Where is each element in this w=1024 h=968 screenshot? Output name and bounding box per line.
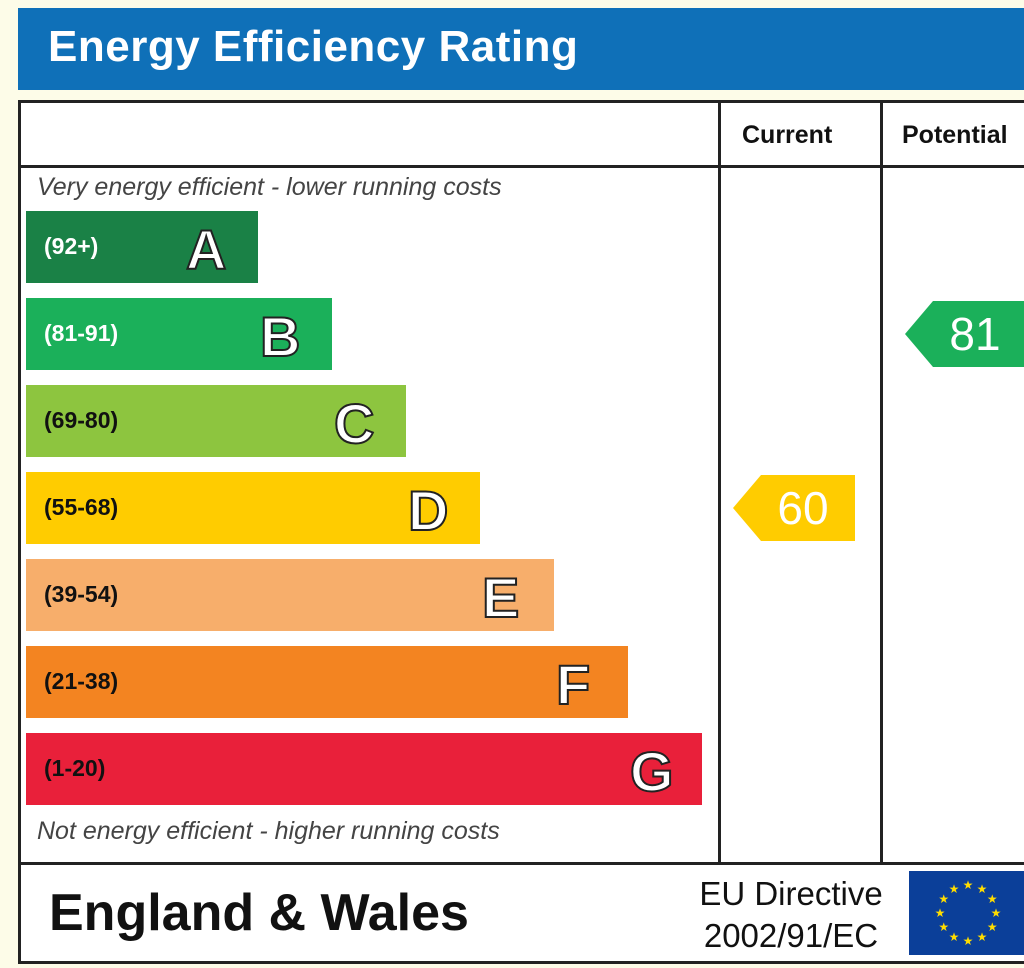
column-divider-current: [718, 103, 721, 865]
eu-star-icon: ★: [987, 892, 998, 906]
band-range-c: (69-80): [44, 407, 119, 433]
eu-star-icon: ★: [935, 906, 946, 920]
band-letter-c: C: [333, 391, 375, 456]
band-range-b: (81-91): [44, 320, 119, 346]
eu-directive-line1: EU Directive: [699, 875, 883, 912]
region-label: England & Wales: [49, 884, 469, 942]
band-b: (81-91) B: [26, 298, 332, 370]
eu-directive-line2: 2002/91/EC: [703, 917, 879, 954]
band-d: (55-68) D: [26, 472, 480, 544]
band-letter-b: B: [259, 304, 301, 369]
header-current: Current: [742, 121, 833, 149]
footer-divider: [21, 862, 1024, 865]
title-bar: Energy Efficiency Rating: [18, 8, 1024, 90]
eu-star-icon: ★: [977, 930, 988, 944]
header-divider: [21, 165, 1024, 168]
eu-flag-icon: ★ ★ ★ ★ ★ ★ ★ ★ ★ ★ ★ ★: [909, 871, 1024, 955]
band-letter-f: F: [555, 652, 591, 717]
eu-star-icon: ★: [963, 878, 974, 892]
eu-star-icon: ★: [949, 882, 960, 896]
potential-rating-arrow: 81: [905, 301, 1024, 367]
band-range-e: (39-54): [44, 581, 119, 607]
eu-star-icon: ★: [991, 906, 1002, 920]
band-letter-d: D: [407, 478, 449, 543]
header-potential: Potential: [902, 121, 1008, 149]
eu-star-icon: ★: [938, 892, 949, 906]
band-range-a: (92+): [44, 233, 99, 259]
band-f: (21-38) F: [26, 646, 628, 718]
band-letter-a: A: [185, 217, 227, 282]
eu-star-icon: ★: [963, 934, 974, 948]
band-range-f: (21-38): [44, 668, 119, 694]
band-g: (1-20) G: [26, 733, 702, 805]
band-c: (69-80) C: [26, 385, 406, 457]
rating-table: Current Potential Very energy efficient …: [18, 100, 1024, 964]
band-range-d: (55-68): [44, 494, 119, 520]
band-e: (39-54) E: [26, 559, 554, 631]
chart-title: Energy Efficiency Rating: [48, 22, 579, 71]
band-range-g: (1-20): [44, 755, 106, 781]
eu-star-icon: ★: [938, 920, 949, 934]
caption-inefficient: Not energy efficient - higher running co…: [37, 817, 500, 845]
current-rating-arrow: 60: [733, 475, 855, 541]
band-a: (92+) A: [26, 211, 258, 283]
band-letter-e: E: [481, 565, 520, 630]
eu-star-icon: ★: [949, 930, 960, 944]
eu-star-icon: ★: [987, 920, 998, 934]
eu-star-icon: ★: [977, 882, 988, 896]
column-divider-potential: [880, 103, 883, 865]
eu-directive: EU Directive 2002/91/EC: [693, 873, 889, 957]
caption-efficient: Very energy efficient - lower running co…: [37, 173, 502, 201]
band-letter-g: G: [629, 739, 675, 804]
